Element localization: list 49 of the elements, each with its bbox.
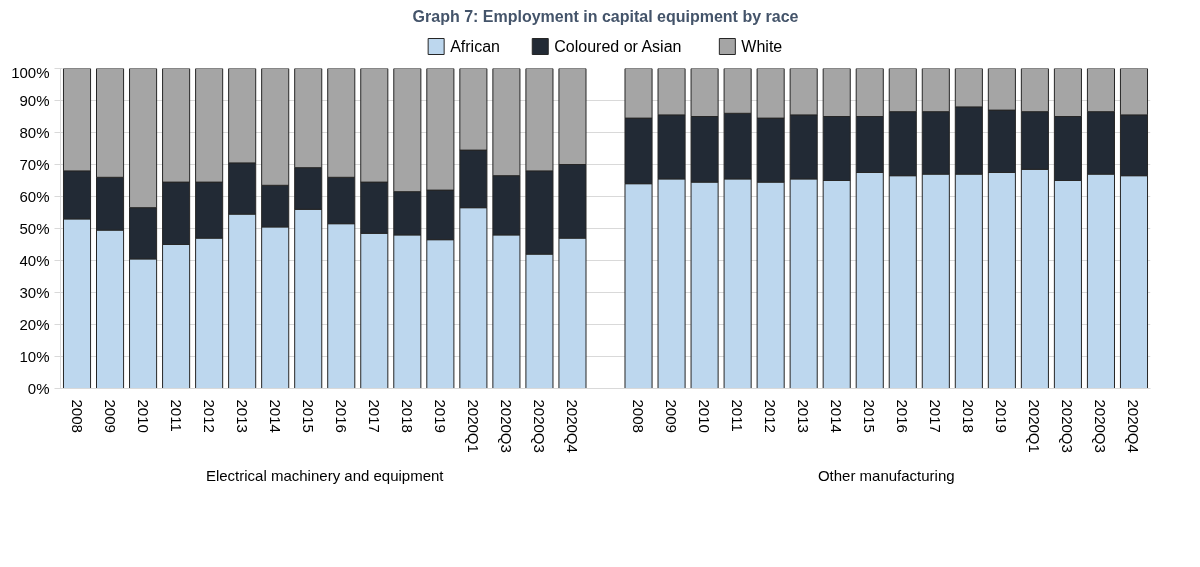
x-tick-label: 2020Q3 <box>1059 399 1077 453</box>
x-tick-label: 2008 <box>630 399 648 433</box>
x-tick-label: 2018 <box>398 399 416 433</box>
y-tick-label: 80% <box>19 124 50 141</box>
text: Other manufacturing <box>817 466 955 484</box>
x-tick-label: 2017 <box>365 399 383 433</box>
x-tick-label: 2020Q1 <box>1026 399 1044 453</box>
legend-label: African <box>450 38 500 55</box>
x-tick-label: 2020Q1 <box>464 399 482 453</box>
y-tick-label: 10% <box>19 348 50 365</box>
x-tick-label: 2011 <box>167 399 185 432</box>
chart-title: Graph 7: Employment in capital equipment by race <box>412 7 799 25</box>
x-tick-label: 2018 <box>960 399 978 433</box>
text: Electrical machinery and equipment <box>205 466 445 484</box>
y-tick-label: 40% <box>19 252 50 269</box>
x-tick-label: 2009 <box>101 399 119 433</box>
x-tick-label: 2013 <box>233 399 251 433</box>
y-tick-label: 0% <box>27 380 50 397</box>
legend-label: White <box>741 38 783 55</box>
x-tick-label: 2020Q3 <box>497 399 515 453</box>
y-tick-label: 60% <box>19 188 50 205</box>
y-tick-label: 100% <box>11 63 50 81</box>
x-tick-label: 2019 <box>993 399 1011 433</box>
y-tick-label: 20% <box>19 316 50 333</box>
legend-label: Coloured or Asian <box>554 38 682 55</box>
x-tick-label: 2013 <box>795 399 813 433</box>
y-tick-label: 30% <box>19 284 50 301</box>
y-tick-label: 90% <box>19 92 50 109</box>
x-tick-label: 2008 <box>68 399 86 433</box>
x-tick-label: 2012 <box>200 399 218 433</box>
x-tick-label: 2010 <box>696 399 714 433</box>
x-tick-label: 2019 <box>431 399 449 433</box>
x-tick-label: 2020Q3 <box>530 399 548 453</box>
x-tick-label: 2014 <box>828 399 846 433</box>
y-tick-label: 50% <box>19 220 50 237</box>
x-tick-label: 2015 <box>299 399 317 433</box>
x-tick-label: 2020Q4 <box>563 399 581 453</box>
x-tick-label: 2014 <box>266 399 284 433</box>
x-tick-label: 2016 <box>332 399 350 433</box>
x-tick-label: 2015 <box>861 399 879 433</box>
x-tick-label: 2012 <box>762 399 780 433</box>
y-tick-label: 70% <box>19 156 50 173</box>
x-tick-label: 2020Q3 <box>1092 399 1110 453</box>
x-tick-label: 2020Q4 <box>1125 399 1143 453</box>
x-tick-label: 2011 <box>729 399 747 432</box>
x-tick-label: 2010 <box>134 399 152 433</box>
x-tick-label: 2009 <box>663 399 681 433</box>
x-tick-label: 2017 <box>927 399 945 433</box>
x-tick-label: 2016 <box>894 399 912 433</box>
